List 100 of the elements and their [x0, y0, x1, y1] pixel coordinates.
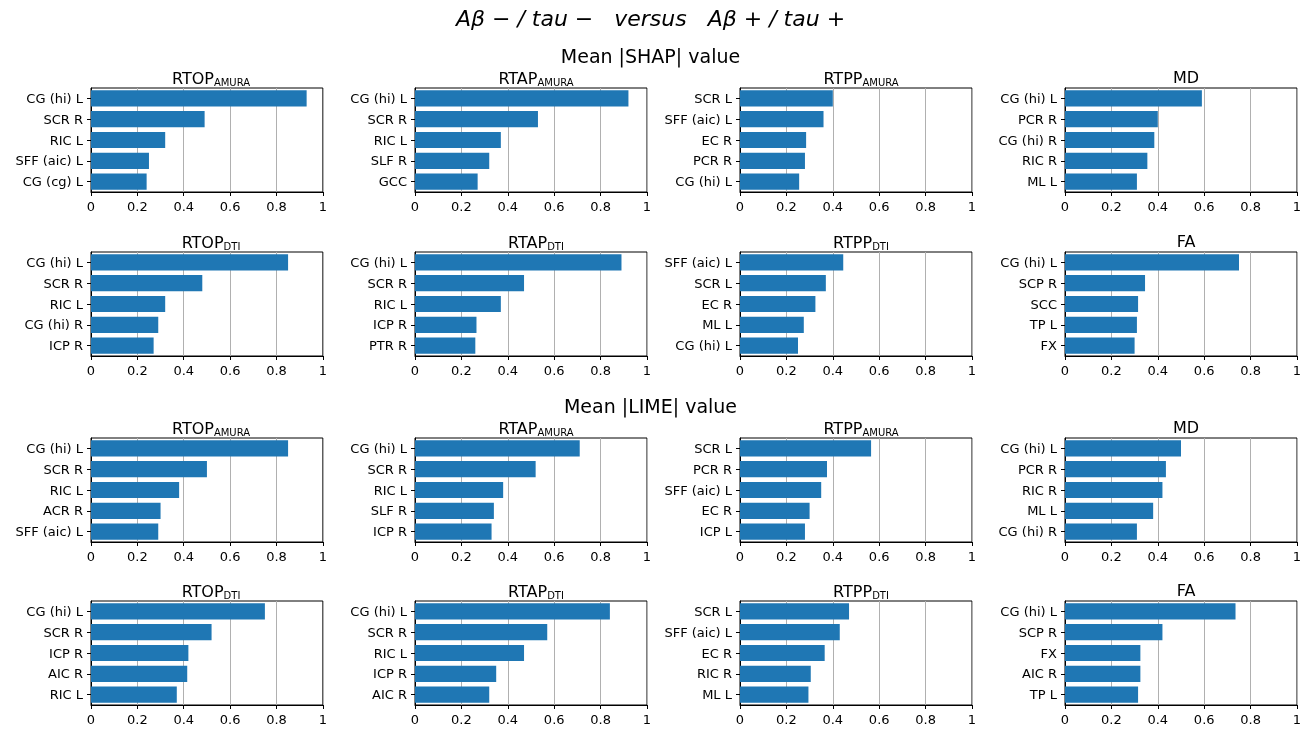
bar	[415, 481, 504, 499]
y-tick-label: RIC L	[373, 132, 408, 148]
y-tick-label: SCP R	[1018, 275, 1057, 291]
chart-title: RTPPDTI	[833, 581, 889, 601]
bar	[740, 481, 822, 499]
y-tick-label: CG (hi) L	[350, 90, 408, 106]
y-tick-label: SLF R	[370, 153, 407, 169]
x-tick-label: 0.8	[915, 199, 936, 214]
x-tick-label: 0.8	[915, 712, 936, 727]
y-tick-label: SCC	[1030, 296, 1057, 312]
bar	[740, 523, 805, 540]
bar	[91, 337, 154, 354]
bar	[1065, 461, 1166, 478]
y-tick-label: CG (hi) L	[1000, 254, 1058, 270]
y-tick-label: SFF (aic) L	[15, 153, 84, 169]
bar	[1065, 295, 1139, 313]
y-tick-label: ICP L	[699, 524, 733, 540]
chart-title: MD	[1172, 417, 1200, 437]
x-tick-label: 1	[1292, 712, 1301, 727]
y-tick-label: CG (hi) L	[350, 254, 408, 270]
bar	[740, 665, 811, 682]
y-tick-label: ICP R	[373, 666, 407, 682]
bar	[740, 131, 807, 149]
y-tick-label: ICP R	[373, 524, 407, 540]
bar	[91, 502, 161, 519]
bar	[91, 461, 207, 478]
x-tick-label: 0	[86, 549, 96, 564]
x-tick-label: 0.4	[173, 549, 195, 564]
bar	[1065, 152, 1148, 169]
y-tick-label: CG (hi) L	[26, 254, 84, 270]
bar	[91, 665, 188, 682]
x-tick-label: 0.2	[451, 549, 472, 564]
bar	[91, 295, 166, 313]
x-tick-label: 0.8	[1240, 363, 1261, 378]
x-tick-label: 1	[318, 549, 328, 564]
bar	[1065, 523, 1137, 540]
bar	[91, 152, 149, 169]
bar	[91, 254, 289, 271]
y-tick-label: RIC L	[49, 132, 84, 148]
bar	[740, 173, 800, 190]
x-tick-label: 1	[967, 363, 977, 378]
x-tick-label: 0.2	[127, 712, 148, 727]
bar	[91, 686, 177, 703]
x-tick-label: 0.6	[868, 549, 890, 564]
y-tick-label: CG (hi) L	[1000, 90, 1058, 106]
x-tick-label: 0.4	[1147, 363, 1169, 378]
bar	[415, 502, 494, 519]
y-tick-label: AIC R	[372, 687, 407, 703]
y-tick-label: ML L	[1027, 503, 1058, 519]
bar	[415, 111, 538, 128]
chart-title: RTAPAMURA	[498, 418, 574, 438]
bar	[91, 603, 265, 620]
chart-title: RTPPAMURA	[823, 418, 899, 438]
x-tick-label: 0.8	[590, 363, 611, 378]
chart-title: RTOPAMURA	[171, 418, 251, 438]
y-tick-label: SLF R	[370, 503, 407, 519]
x-tick-label: 1	[1292, 363, 1301, 378]
bar	[415, 624, 548, 641]
x-tick-label: 0.4	[822, 199, 844, 214]
x-tick-label: 0.6	[543, 712, 565, 727]
x-tick-label: 0.4	[173, 712, 195, 727]
bar	[91, 316, 159, 333]
bar	[740, 111, 824, 128]
bar	[415, 523, 492, 540]
y-tick-label: PCR R	[692, 461, 732, 477]
y-tick-label: EC R	[701, 503, 732, 519]
y-tick-label: CG (hi) L	[26, 440, 84, 456]
bar	[415, 440, 580, 457]
bar	[740, 152, 805, 169]
x-tick-label: 0.8	[266, 363, 287, 378]
x-tick-label: 0	[1060, 549, 1070, 564]
x-tick-label: 0.4	[497, 712, 519, 727]
bar	[1065, 665, 1141, 682]
x-tick-label: 0.4	[497, 199, 519, 214]
x-tick-label: 0.6	[1193, 712, 1215, 727]
y-tick-label: ML L	[702, 317, 733, 333]
chart-title: RTAPDTI	[508, 232, 564, 252]
bar	[91, 173, 147, 190]
bar	[1065, 90, 1202, 107]
x-tick-label: 0.6	[1193, 199, 1215, 214]
y-tick-label: SFF (aic) L	[15, 524, 84, 540]
x-tick-label: 0.6	[868, 712, 890, 727]
y-tick-label: FX	[1040, 338, 1058, 354]
bar	[1065, 644, 1141, 662]
y-tick-label: CG (hi) L	[350, 440, 408, 456]
y-tick-label: RIC R	[696, 666, 732, 682]
y-tick-label: CG (hi) R	[24, 317, 83, 333]
x-tick-label: 0.2	[127, 363, 148, 378]
x-tick-label: 0.4	[1147, 199, 1169, 214]
x-tick-label: 0	[410, 199, 420, 214]
y-tick-label: CG (hi) L	[1000, 440, 1058, 456]
x-tick-label: 1	[1292, 549, 1301, 564]
x-tick-label: 0	[86, 199, 96, 214]
chart-title: RTOPDTI	[181, 581, 241, 601]
y-tick-label: RIC L	[373, 482, 408, 498]
y-tick-label: SCR R	[43, 624, 83, 640]
x-tick-label: 0.2	[776, 363, 797, 378]
x-tick-label: 0	[1060, 199, 1070, 214]
y-tick-label: TP L	[1028, 687, 1058, 703]
x-tick-label: 0.6	[219, 199, 241, 214]
